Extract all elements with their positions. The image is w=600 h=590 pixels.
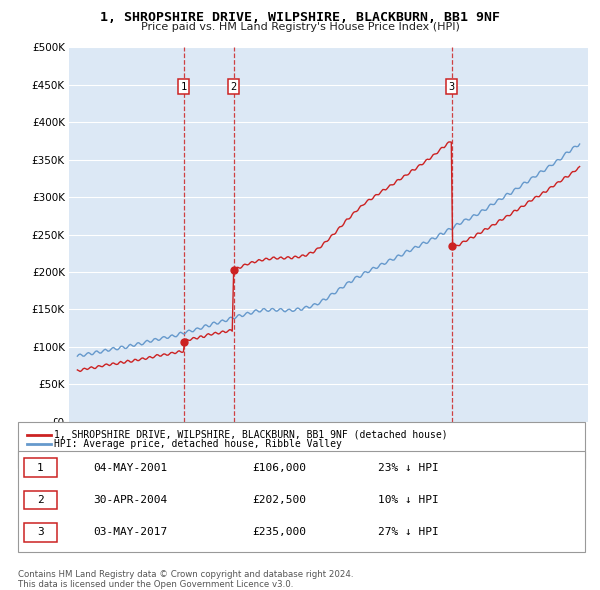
Text: 04-MAY-2001: 04-MAY-2001 bbox=[93, 463, 167, 473]
Text: 30-APR-2004: 30-APR-2004 bbox=[93, 495, 167, 505]
Text: 3: 3 bbox=[37, 527, 44, 537]
Text: 1: 1 bbox=[37, 463, 44, 473]
Text: 2: 2 bbox=[37, 495, 44, 505]
Text: Contains HM Land Registry data © Crown copyright and database right 2024.
This d: Contains HM Land Registry data © Crown c… bbox=[18, 570, 353, 589]
Text: 1: 1 bbox=[181, 81, 187, 91]
Text: Price paid vs. HM Land Registry's House Price Index (HPI): Price paid vs. HM Land Registry's House … bbox=[140, 22, 460, 32]
Text: HPI: Average price, detached house, Ribble Valley: HPI: Average price, detached house, Ribb… bbox=[54, 439, 342, 448]
Text: 1, SHROPSHIRE DRIVE, WILPSHIRE, BLACKBURN, BB1 9NF (detached house): 1, SHROPSHIRE DRIVE, WILPSHIRE, BLACKBUR… bbox=[54, 430, 448, 440]
Text: £235,000: £235,000 bbox=[252, 527, 306, 537]
Text: £202,500: £202,500 bbox=[252, 495, 306, 505]
Text: £106,000: £106,000 bbox=[252, 463, 306, 473]
Text: 3: 3 bbox=[448, 81, 455, 91]
Text: 1, SHROPSHIRE DRIVE, WILPSHIRE, BLACKBURN, BB1 9NF: 1, SHROPSHIRE DRIVE, WILPSHIRE, BLACKBUR… bbox=[100, 11, 500, 24]
Text: 2: 2 bbox=[230, 81, 236, 91]
Text: 10% ↓ HPI: 10% ↓ HPI bbox=[378, 495, 439, 505]
Text: 23% ↓ HPI: 23% ↓ HPI bbox=[378, 463, 439, 473]
Text: 03-MAY-2017: 03-MAY-2017 bbox=[93, 527, 167, 537]
Text: 27% ↓ HPI: 27% ↓ HPI bbox=[378, 527, 439, 537]
